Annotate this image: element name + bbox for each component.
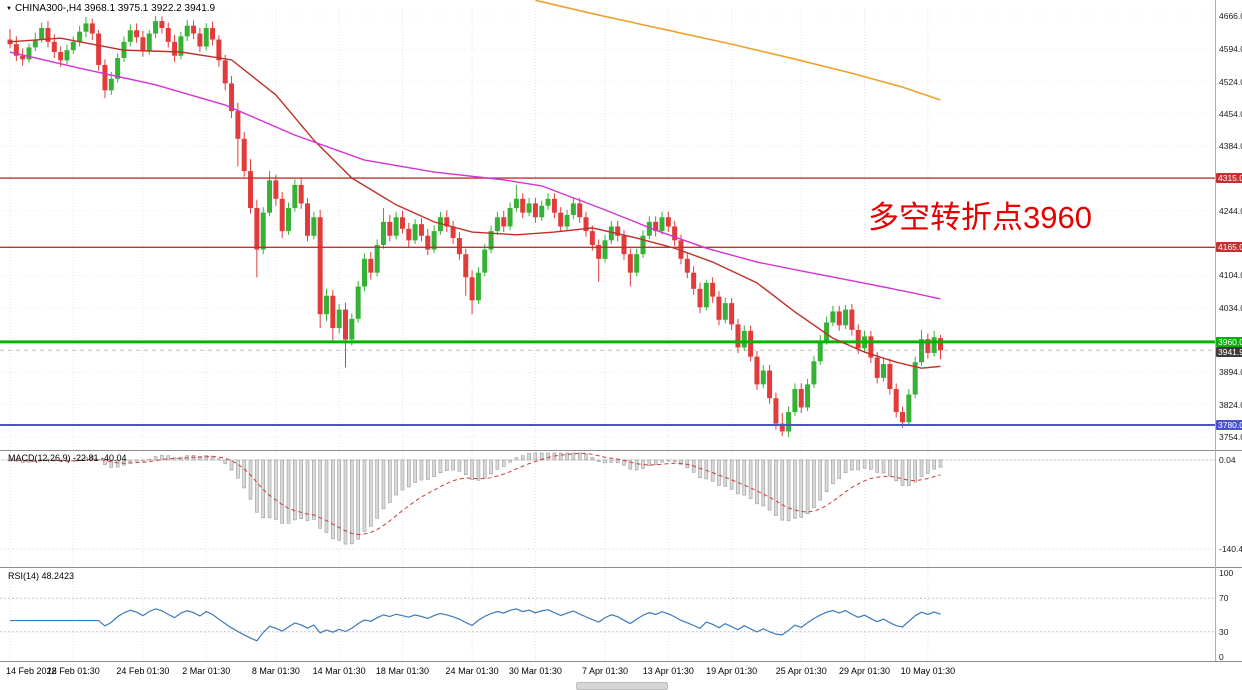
- time-axis-label: 10 May 01:30: [900, 666, 956, 676]
- time-axis-label: 18 Mar 01:30: [375, 666, 429, 676]
- scrollbar-thumb[interactable]: [576, 682, 668, 690]
- time-axis-label: 7 Apr 01:30: [581, 666, 629, 676]
- time-axis[interactable]: 14 Feb 2022 18 Feb 01:30 24 Feb 01:30 2 Mar…: [0, 666, 1242, 678]
- symbol-ohlc-text: CHINA300-,H4 3968.1 3975.1 3922.2 3941.9: [14, 3, 216, 14]
- time-axis-label: 14 Mar 01:30: [312, 666, 366, 676]
- time-axis-label: 19 Apr 01:30: [706, 666, 758, 676]
- time-axis-label: 24 Mar 01:30: [445, 666, 499, 676]
- chart-symbol-header: ▼ CHINA300-,H4 3968.1 3975.1 3922.2 3941…: [6, 3, 215, 14]
- time-axis-label: 8 Mar 01:30: [251, 666, 300, 676]
- time-axis-label: 14 Feb 2022: [6, 666, 57, 676]
- rsi-indicator-label: RSI(14) 48.2423: [8, 571, 75, 581]
- time-axis-label: 24 Feb 01:30: [116, 666, 170, 676]
- time-axis-label: 2 Mar 01:30: [182, 666, 231, 676]
- time-axis-label: 18 Feb 01:30: [46, 666, 100, 676]
- dropdown-triangle-icon: ▼: [6, 5, 12, 12]
- time-axis-label: 29 Apr 01:30: [839, 666, 891, 676]
- time-axis-label: 25 Apr 01:30: [775, 666, 827, 676]
- time-axis-label: 30 Mar 01:30: [508, 666, 562, 676]
- time-axis-label: 13 Apr 01:30: [642, 666, 694, 676]
- annotation-text: 多空转折点3960: [868, 200, 1092, 235]
- macd-indicator-label: MACD(12,26,9) -22.81 -40.04: [8, 453, 127, 463]
- bottom-bar: [0, 679, 1242, 690]
